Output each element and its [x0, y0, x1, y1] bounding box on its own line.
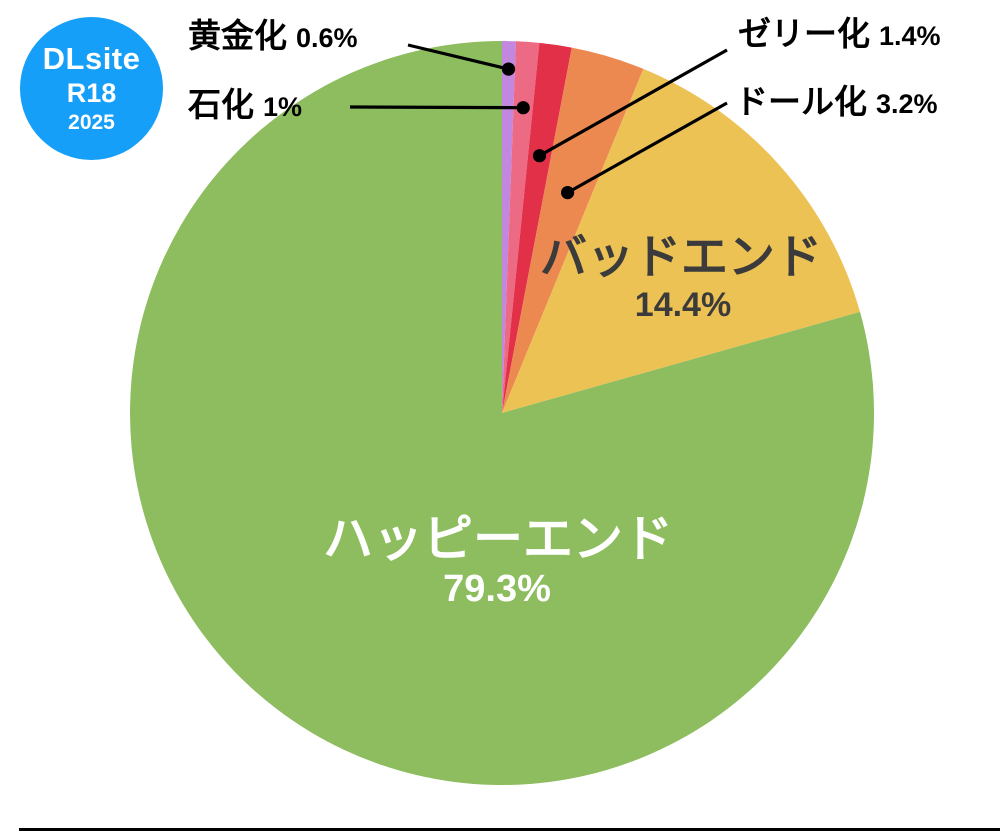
slice-pct-bad-end: 14.4% [635, 286, 731, 324]
callout-label-jelly-pct: 1.4% [879, 21, 941, 51]
badge-rating: R18 [66, 77, 117, 108]
callout-leaders [349, 43, 728, 200]
leader-line-stone [349, 105, 524, 110]
slice-label-bad-end: バッドエンド [540, 230, 822, 283]
leader-dot-jelly [532, 149, 547, 163]
pie-slice-stone [502, 41, 540, 414]
badge-year: 2025 [68, 110, 115, 134]
dlsite-badge: DLsite R18 2025 [20, 17, 163, 160]
callout-label-doll-name: ドール化 [735, 83, 867, 120]
callout-label-stone: 石化 1% [187, 86, 302, 123]
callout-label-jelly-name: ゼリー化 [738, 15, 870, 52]
callout-label-doll: ドール化 3.2% [735, 83, 938, 120]
pie-slice-happy-end [130, 41, 875, 785]
callout-label-gold-name: 黄金化 [188, 17, 287, 54]
callout-label-gold-pct: 0.6% [296, 23, 358, 53]
pie-slices [130, 41, 875, 785]
badge-brand-logo: DLsite [42, 41, 141, 77]
leader-dot-stone [516, 101, 530, 115]
leader-dot-gold [501, 62, 516, 76]
callout-label-gold: 黄金化 0.6% [188, 17, 358, 54]
callout-label-stone-name: 石化 [187, 86, 254, 123]
pie-slice-bad-end [502, 68, 860, 414]
leader-line-jelly [538, 48, 728, 158]
leader-line-gold [407, 43, 509, 71]
footer-rule [19, 828, 1000, 831]
leader-line-doll [566, 101, 728, 194]
leader-dot-doll [561, 186, 575, 200]
pie-slice-doll [502, 47, 644, 413]
callout-label-jelly: ゼリー化 1.4% [738, 15, 941, 52]
pie-slice-gold [502, 41, 516, 413]
slice-pct-happy-end: 79.3% [443, 568, 551, 610]
callout-label-doll-pct: 3.2% [876, 89, 938, 119]
slice-label-happy-end: ハッピーエンド [323, 511, 673, 567]
pie-slice-jelly [502, 42, 572, 414]
callout-label-stone-pct: 1% [263, 92, 302, 122]
